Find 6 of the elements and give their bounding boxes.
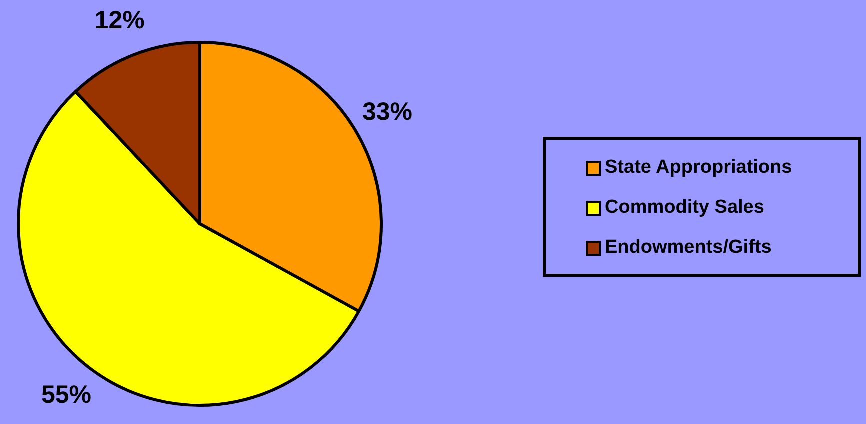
data-label: 12% [94, 6, 145, 34]
data-label: 55% [41, 380, 92, 409]
legend-label: Commodity Sales [605, 197, 764, 219]
data-label: 33% [362, 98, 412, 126]
legend-label: State Appropriations [605, 157, 792, 179]
legend-label: Endowments/Gifts [605, 237, 772, 259]
